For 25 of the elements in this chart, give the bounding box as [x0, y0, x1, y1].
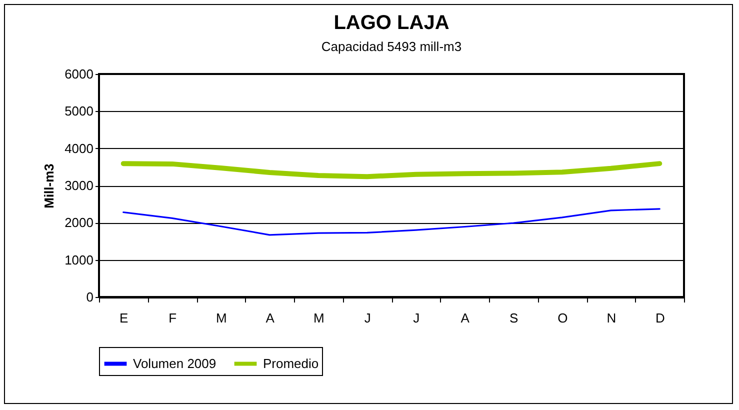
- x-tick-label: E: [120, 310, 129, 326]
- y-tick-label: 1000: [64, 252, 94, 268]
- legend-label: Volumen 2009: [133, 356, 216, 371]
- x-tick-label: F: [168, 310, 177, 326]
- x-tick-label: A: [266, 310, 275, 326]
- y-tick-label: 4000: [64, 140, 94, 156]
- x-tick-label: O: [558, 310, 568, 326]
- y-tick-label: 5000: [64, 104, 94, 119]
- x-tick-label: M: [216, 310, 227, 326]
- x-tick-label: D: [655, 310, 665, 326]
- x-tick-label: N: [606, 310, 616, 326]
- y-tick-label: 3000: [64, 178, 94, 193]
- x-tick-label: M: [313, 310, 324, 326]
- line-series: [122, 208, 660, 236]
- y-tick-label: 0: [86, 290, 94, 304]
- y-tick-label: 2000: [64, 215, 94, 230]
- legend-label: Promedio: [263, 356, 319, 371]
- y-axis-title: Mill-m3: [42, 164, 57, 208]
- x-tick-label: A: [460, 310, 470, 326]
- chart-title: LAGO LAJA: [334, 12, 450, 34]
- chart-subtitle: Capacidad 5493 mill-m3: [321, 39, 462, 54]
- x-tick-label: J: [413, 310, 420, 326]
- x-tick-label: J: [364, 310, 371, 326]
- x-tick-label: S: [510, 310, 519, 326]
- y-tick-label: 6000: [64, 66, 94, 82]
